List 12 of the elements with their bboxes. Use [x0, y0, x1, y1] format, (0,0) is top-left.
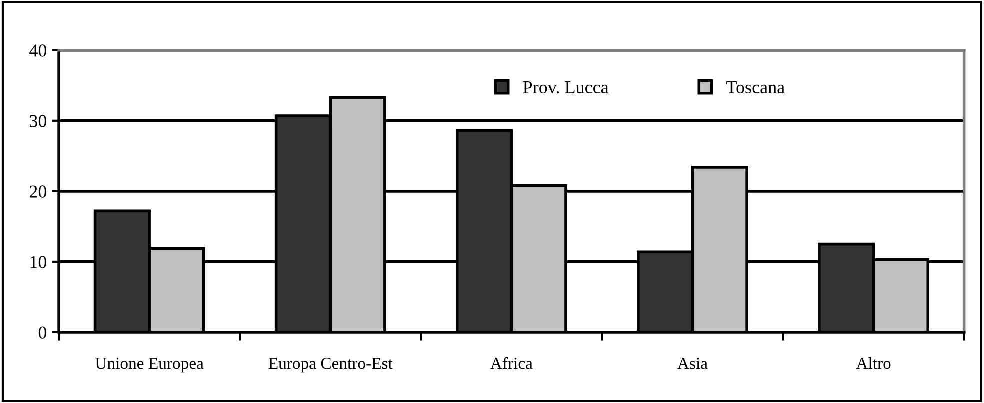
- y-tick-label: 0: [38, 326, 47, 339]
- y-tick-label: 20: [30, 186, 47, 198]
- x-tick-label: Africa: [490, 357, 533, 370]
- y-tick-label: 30: [30, 115, 47, 128]
- x-tick-label: Europa Centro-Est: [268, 358, 393, 373]
- legend-label: Prov. Lucca: [523, 82, 609, 94]
- x-tick-label: Asia: [678, 358, 708, 370]
- x-tick-label: Unione Europea: [96, 358, 204, 373]
- y-tick-label: 40: [30, 44, 47, 57]
- x-tick-label: Altro: [856, 357, 891, 370]
- legend-label: Toscana: [726, 82, 785, 94]
- y-tick-label: 10: [30, 256, 47, 268]
